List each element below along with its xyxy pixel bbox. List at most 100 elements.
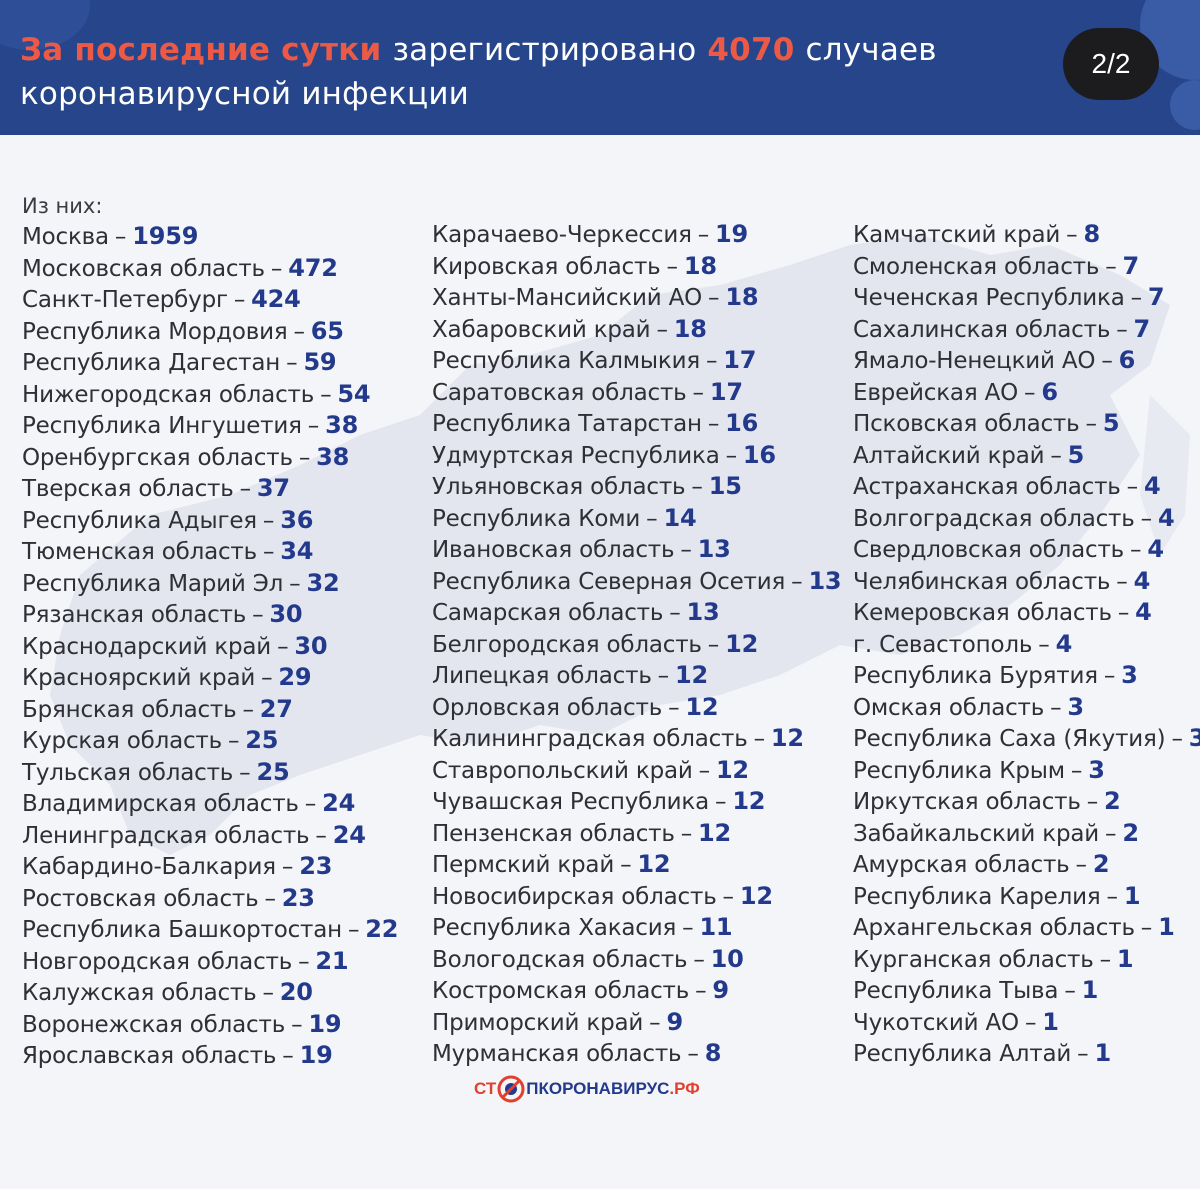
- region-name: Вологодская область: [432, 946, 688, 973]
- case-count: 12: [715, 755, 749, 784]
- stopcoronavirus-logo: СТ ПКОРОНАВИРУС .РФ: [474, 1071, 700, 1107]
- dash-separator: –: [1085, 411, 1098, 437]
- dash-separator: –: [691, 474, 703, 500]
- region-row: Удмуртская Республика –16: [432, 440, 841, 472]
- region-name: Ульяновская область: [432, 474, 686, 500]
- dash-separator: –: [286, 350, 298, 376]
- region-row: Рязанская область –30: [22, 599, 398, 631]
- region-row: Еврейская АО –6: [853, 377, 1200, 409]
- case-count: 2: [1122, 818, 1139, 847]
- region-name: Астраханская область: [853, 474, 1121, 500]
- case-count: 37: [256, 474, 290, 502]
- dash-separator: –: [657, 663, 670, 689]
- map-shape: [1140, 395, 1190, 555]
- region-name: Калужская область: [22, 980, 257, 1006]
- dash-separator: –: [1106, 883, 1119, 910]
- region-name: Республика Башкортостан: [22, 917, 342, 943]
- dash-separator: –: [298, 948, 310, 975]
- region-row: Республика Алтай –1: [853, 1038, 1200, 1070]
- region-row: Белгородская область –12: [432, 629, 841, 661]
- dash-separator: –: [725, 442, 738, 469]
- dash-separator: –: [307, 413, 320, 439]
- region-row: Санкт-Петербург –424: [22, 284, 398, 316]
- dash-separator: –: [707, 631, 720, 658]
- region-name: Орловская область: [432, 694, 663, 721]
- dash-separator: –: [1140, 505, 1153, 532]
- region-row: Хабаровский край –18: [432, 314, 841, 346]
- region-name: Республика Северная Осетия: [432, 568, 786, 595]
- case-count: 4: [1157, 503, 1175, 532]
- region-name: Пензенская область: [432, 820, 675, 847]
- region-name: Республика Бурятия: [853, 663, 1098, 689]
- case-count: 23: [299, 852, 333, 880]
- case-count: 1: [1094, 1039, 1111, 1067]
- case-count: 25: [245, 726, 279, 754]
- splash-decoration: [1170, 80, 1200, 130]
- dash-separator: –: [693, 946, 705, 973]
- case-count: 30: [294, 631, 328, 660]
- region-name: Архангельская область: [853, 915, 1135, 941]
- region-row: Архангельская область –1: [853, 912, 1200, 944]
- region-row: Ямало-Ненецкий АО –6: [853, 345, 1200, 377]
- dash-separator: –: [282, 1043, 294, 1069]
- region-name: Хабаровский край: [432, 316, 651, 343]
- region-name: Кемеровская область: [853, 600, 1112, 626]
- dash-separator: –: [114, 224, 127, 250]
- region-row: Чеченская Республика –7: [853, 282, 1200, 314]
- case-count: 12: [770, 724, 804, 752]
- dash-separator: –: [1050, 442, 1062, 469]
- case-count: 12: [725, 629, 759, 658]
- region-name: Москва: [22, 224, 109, 250]
- case-count: 4: [1147, 535, 1164, 563]
- dash-separator: –: [708, 285, 720, 311]
- region-name: Чукотский АО: [853, 1009, 1019, 1036]
- dash-separator: –: [261, 665, 273, 691]
- region-row: Сахалинская область –7: [853, 314, 1200, 346]
- case-count: 18: [725, 283, 759, 311]
- region-name: Красноярский край: [22, 665, 256, 691]
- case-count: 6: [1118, 346, 1136, 374]
- region-row: Чукотский АО –1: [853, 1007, 1200, 1039]
- dash-separator: –: [753, 726, 766, 752]
- region-row: Костромская область –9: [432, 975, 841, 1007]
- case-count: 2: [1092, 850, 1110, 878]
- region-name: Псковская область: [853, 411, 1080, 437]
- region-row: Республика Калмыкия –17: [432, 345, 841, 377]
- region-name: Ростовская область: [22, 885, 259, 912]
- region-row: Республика Бурятия –3: [853, 660, 1200, 692]
- region-row: Новгородская область –21: [22, 946, 398, 978]
- region-row: Республика Коми –14: [432, 503, 841, 535]
- region-row: Кемеровская область –4: [853, 597, 1200, 629]
- region-name: Санкт-Петербург: [22, 287, 228, 313]
- region-name: Челябинская область: [853, 568, 1111, 595]
- dash-separator: –: [291, 1011, 303, 1038]
- case-count: 5: [1067, 440, 1085, 469]
- dash-separator: –: [289, 570, 301, 597]
- region-name: Кабардино-Балкария: [22, 854, 276, 880]
- dash-separator: –: [281, 854, 294, 880]
- region-name: Республика Коми: [432, 505, 641, 532]
- region-row: Ленинградская область –24: [22, 820, 398, 852]
- dash-separator: –: [1099, 946, 1112, 973]
- region-row: Волгоградская область –4: [853, 503, 1200, 535]
- dash-separator: –: [1126, 474, 1139, 500]
- case-count: 22: [365, 915, 399, 943]
- region-name: Воронежская область: [22, 1011, 286, 1038]
- region-name: Пермский край: [432, 852, 615, 878]
- region-name: Калининградская область: [432, 726, 748, 752]
- case-count: 12: [739, 881, 773, 910]
- dash-separator: –: [656, 316, 668, 343]
- region-name: Ивановская область: [432, 537, 675, 563]
- region-name: Тюменская область: [22, 539, 257, 565]
- case-count: 18: [683, 251, 717, 280]
- case-count: 34: [280, 537, 314, 565]
- region-row: Республика Тыва –1: [853, 975, 1200, 1007]
- dash-separator: –: [239, 476, 252, 502]
- case-count: 23: [281, 883, 315, 912]
- case-count: 38: [325, 411, 359, 439]
- case-count: 3: [1188, 724, 1200, 752]
- case-count: 472: [288, 253, 338, 282]
- case-count: 27: [259, 694, 293, 723]
- region-row: г. Севастополь –4: [853, 629, 1200, 661]
- region-row: Республика Северная Осетия –13: [432, 566, 842, 598]
